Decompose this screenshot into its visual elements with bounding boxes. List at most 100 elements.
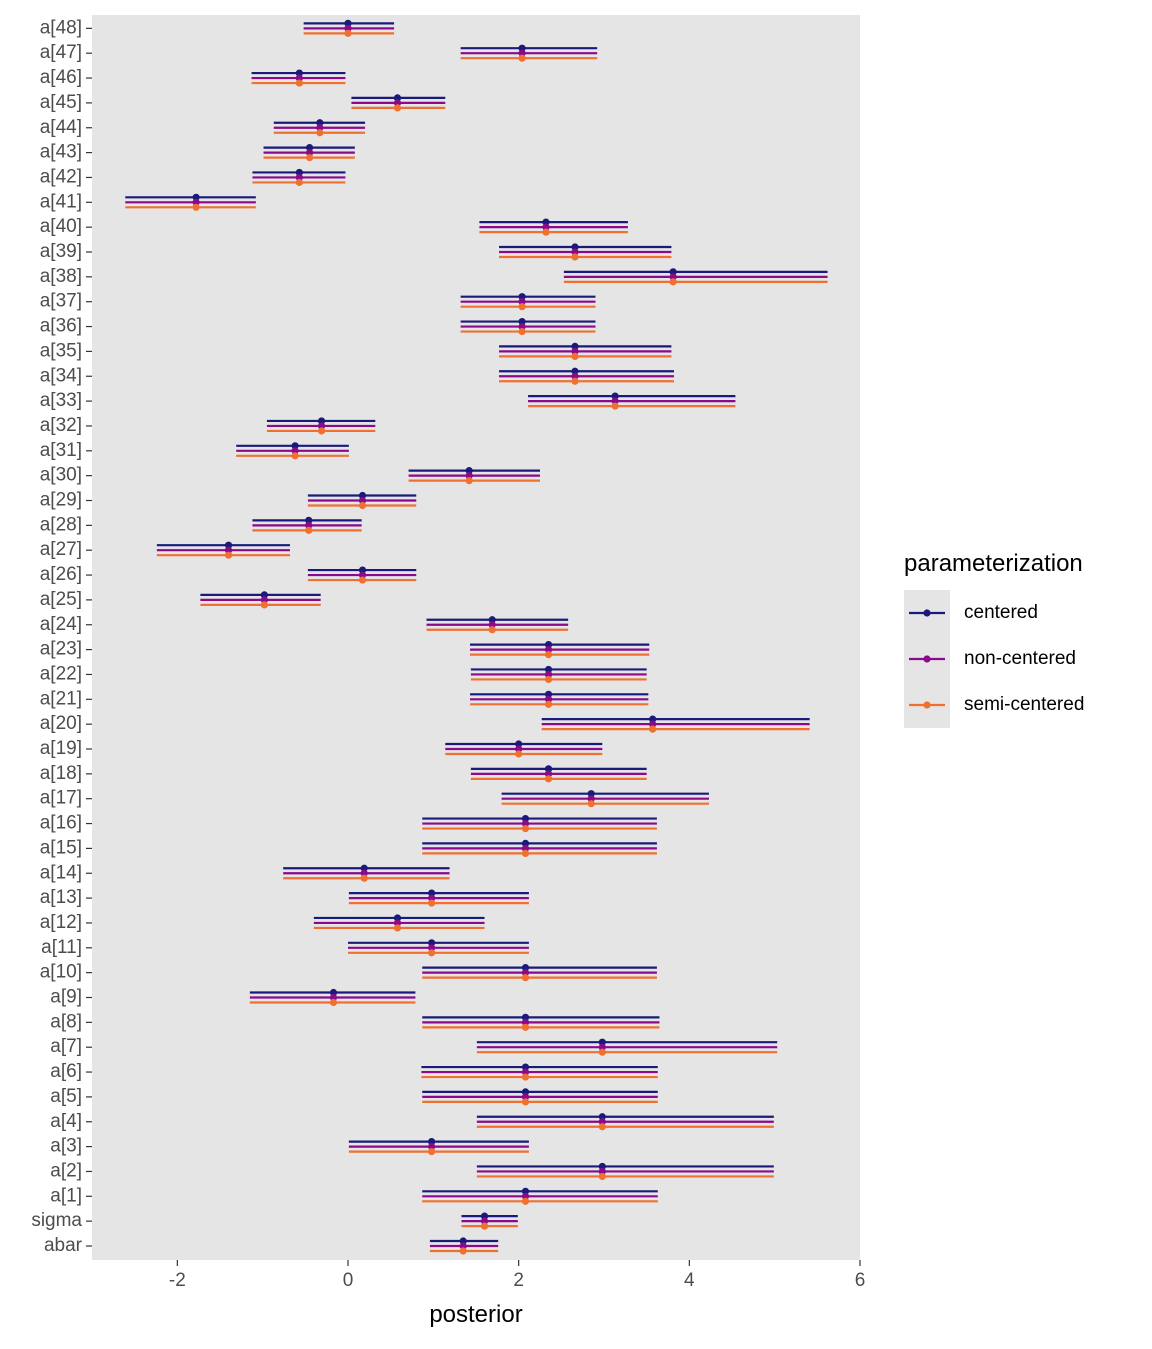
point-centered	[542, 218, 550, 226]
y-tick-label: a[48]	[40, 17, 82, 38]
point-semi-centered	[515, 750, 523, 758]
point-non-centered	[295, 173, 303, 182]
point-non-centered	[393, 919, 402, 927]
point-non-centered	[480, 1217, 489, 1225]
point-non-centered	[544, 646, 553, 654]
point-non-centered	[598, 1043, 606, 1051]
y-tick-label: a[43]	[40, 142, 82, 163]
point-centered	[571, 342, 579, 350]
y-tick-label: a[27]	[40, 539, 82, 560]
x-tick-label: -2	[169, 1270, 186, 1291]
point-centered	[393, 94, 402, 102]
point-non-centered	[192, 198, 200, 206]
point-non-centered	[428, 944, 436, 952]
point-centered	[611, 392, 619, 400]
y-tick-label: a[29]	[40, 490, 82, 511]
point-centered	[393, 914, 402, 922]
y-tick-label: a[39]	[40, 241, 82, 262]
point-centered	[465, 467, 473, 475]
legend-key-point-semi-centered	[923, 701, 931, 709]
y-tick-label: a[9]	[50, 987, 82, 1008]
point-semi-centered	[598, 1172, 606, 1181]
point-semi-centered	[544, 651, 553, 659]
point-non-centered	[521, 969, 530, 977]
y-tick-label: a[4]	[50, 1111, 82, 1132]
point-centered	[428, 939, 436, 947]
y-tick-label: a[10]	[40, 962, 82, 983]
point-non-centered	[358, 571, 367, 579]
point-semi-centered	[360, 874, 368, 882]
y-tick-label: a[28]	[40, 514, 82, 535]
point-non-centered	[521, 1093, 530, 1101]
point-non-centered	[360, 869, 368, 877]
y-tick-label: a[30]	[40, 465, 82, 486]
y-tick-label: a[45]	[40, 92, 82, 113]
y-tick-label: a[6]	[50, 1061, 82, 1082]
chart-marks	[125, 19, 828, 1255]
point-centered	[306, 144, 314, 152]
y-axis: abar sigma a[1] a[2] a[3] a[4] a[5] a[6] a[7] a[8…	[31, 17, 92, 1256]
point-non-centered	[488, 621, 496, 629]
point-centered	[571, 243, 579, 251]
point-non-centered	[459, 1242, 467, 1250]
y-tick-label: a[2]	[50, 1160, 82, 1181]
point-centered	[358, 566, 367, 574]
point-semi-centered	[521, 974, 530, 982]
point-semi-centered	[488, 626, 496, 634]
x-axis-title: posterior	[429, 1301, 522, 1328]
point-semi-centered	[598, 1123, 606, 1131]
x-tick-label: 0	[343, 1270, 354, 1291]
point-centered	[316, 119, 324, 127]
y-tick-label: a[46]	[40, 67, 82, 88]
point-centered	[521, 964, 530, 972]
y-tick-label: a[41]	[40, 191, 82, 212]
y-tick-label: a[37]	[40, 291, 82, 312]
point-centered	[488, 616, 496, 624]
point-semi-centered	[192, 203, 200, 211]
y-tick-label: a[20]	[40, 713, 82, 734]
point-semi-centered	[306, 154, 314, 162]
point-semi-centered	[518, 54, 526, 62]
point-semi-centered	[428, 899, 436, 907]
point-centered	[515, 740, 523, 748]
y-tick-label: a[18]	[40, 763, 82, 784]
point-centered	[295, 168, 303, 177]
point-non-centered	[344, 24, 352, 32]
point-semi-centered	[260, 601, 268, 609]
point-non-centered	[611, 397, 619, 405]
point-semi-centered	[521, 1023, 530, 1031]
point-non-centered	[521, 819, 530, 828]
point-non-centered	[428, 894, 436, 902]
point-semi-centered	[521, 849, 530, 858]
point-non-centered	[306, 149, 314, 157]
point-non-centered	[521, 844, 530, 853]
point-non-centered	[587, 795, 595, 803]
point-centered	[260, 591, 268, 599]
point-semi-centered	[544, 700, 553, 708]
point-centered	[518, 293, 526, 301]
point-centered	[518, 44, 526, 52]
point-non-centered	[521, 1068, 530, 1076]
point-non-centered	[598, 1118, 606, 1126]
y-tick-label: a[23]	[40, 639, 82, 660]
point-semi-centered	[358, 576, 367, 584]
y-tick-label: a[17]	[40, 788, 82, 809]
x-tick-label: 6	[855, 1270, 866, 1291]
y-tick-label: a[33]	[40, 390, 82, 411]
point-centered	[521, 1187, 530, 1195]
y-tick-label: a[35]	[40, 340, 82, 361]
point-centered	[544, 765, 553, 773]
point-centered	[521, 1013, 530, 1021]
point-centered	[518, 317, 526, 326]
point-semi-centered	[521, 1197, 530, 1205]
x-axis: -2 0 2 4 6	[169, 1260, 865, 1291]
point-non-centered	[224, 546, 233, 554]
point-centered	[428, 889, 436, 897]
point-non-centered	[669, 273, 677, 281]
y-tick-label: abar	[44, 1235, 83, 1256]
point-non-centered	[329, 993, 338, 1002]
point-centered	[544, 690, 553, 698]
point-non-centered	[544, 695, 553, 703]
